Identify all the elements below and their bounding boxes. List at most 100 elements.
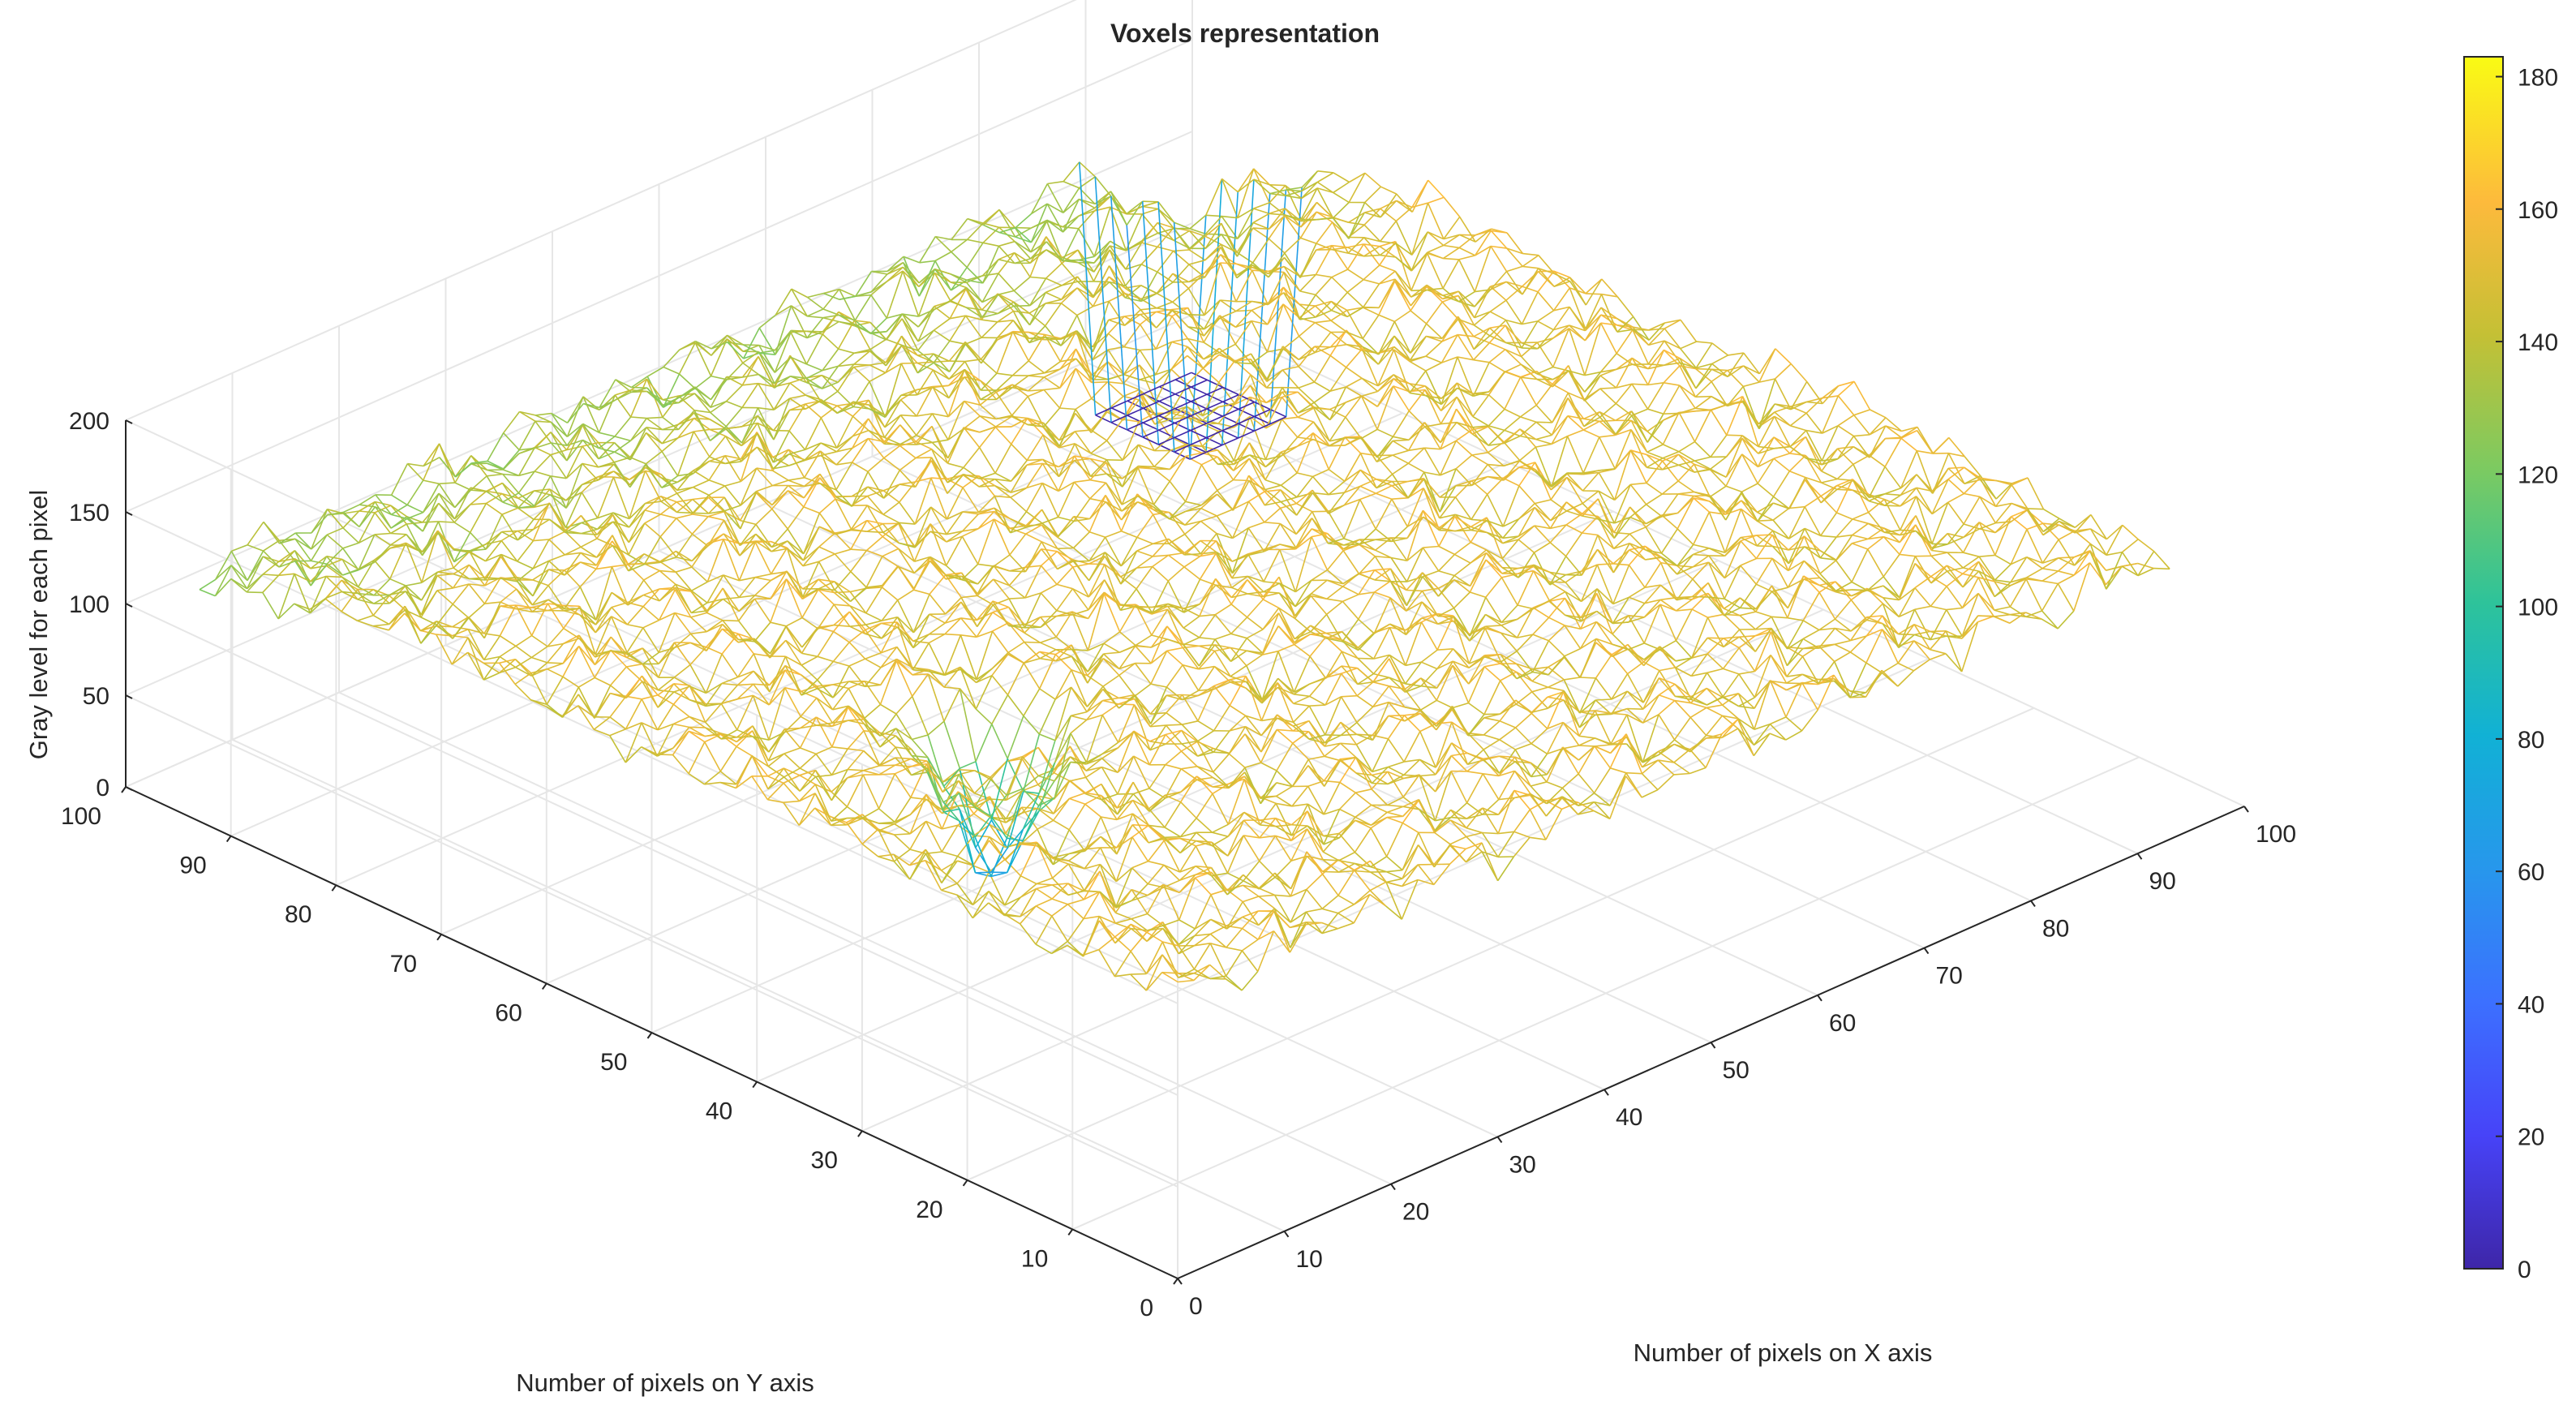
mesh-line [1567, 415, 1584, 431]
mesh-line [1834, 627, 1852, 642]
mesh-line [1456, 397, 1474, 428]
mesh-line [836, 447, 853, 453]
mesh-line [389, 585, 406, 604]
mesh-line [1641, 759, 1659, 775]
mesh-line [1946, 607, 1963, 611]
mesh-line [674, 612, 692, 634]
mesh-line [1488, 425, 1505, 432]
mesh-line [1187, 326, 1204, 337]
mesh-line [502, 473, 520, 494]
mesh-line [1803, 535, 1821, 574]
mesh-line [933, 362, 950, 372]
mesh-line [1253, 208, 1270, 215]
mesh-line [1466, 773, 1484, 804]
mesh-line [1660, 556, 1678, 575]
mesh-line [1529, 836, 1547, 840]
mesh-line [1787, 578, 1805, 608]
mesh-line [1387, 811, 1403, 818]
mesh-line [912, 613, 930, 634]
mesh-line [2089, 528, 2107, 556]
mesh-line [1580, 564, 1599, 602]
mesh-line [1029, 276, 1046, 279]
mesh-line [550, 494, 567, 501]
mesh-line [1115, 824, 1133, 849]
mesh-line [1453, 579, 1470, 593]
mesh-line [278, 550, 296, 568]
mesh-line [1901, 426, 1918, 432]
mesh-line [930, 531, 947, 543]
mesh-line [1214, 644, 1231, 649]
mesh-line [311, 509, 328, 534]
mesh-line [1265, 396, 1282, 404]
mesh-line [949, 360, 965, 363]
mesh-line [1790, 363, 1808, 383]
mesh-line [1421, 590, 1439, 617]
mesh-line [1067, 883, 1084, 900]
mesh-line [964, 400, 981, 417]
mesh-line [1260, 770, 1277, 805]
mesh-line [1930, 635, 1947, 641]
mesh-line [1531, 686, 1548, 693]
mesh-line [944, 617, 961, 624]
mesh-line [1741, 500, 1758, 522]
mesh-line [628, 522, 646, 544]
mesh-line [1178, 935, 1196, 955]
mesh-line [1054, 686, 1072, 700]
mesh-line [1106, 381, 1124, 397]
mesh-line [1210, 918, 1227, 930]
mesh-line [1580, 592, 1598, 630]
mesh-line [1947, 453, 1965, 484]
mesh-line [1269, 184, 1286, 187]
mesh-line [1258, 894, 1275, 897]
mesh-line [1690, 653, 1708, 677]
mesh-line [1142, 436, 1159, 445]
mesh-line [1754, 627, 1771, 637]
mesh-line [1900, 529, 1917, 532]
mesh-line [1337, 895, 1355, 905]
mesh-line [956, 865, 974, 884]
mesh-line [1437, 648, 1453, 651]
mesh-line [1242, 927, 1259, 940]
mesh-line [1514, 793, 1531, 799]
mesh-line [956, 894, 973, 906]
mesh-line [1531, 753, 1548, 777]
mesh-line [1293, 705, 1310, 723]
mesh-line [1551, 415, 1569, 436]
mesh-line [927, 734, 945, 787]
mesh-line [357, 620, 374, 627]
mesh-line [1599, 410, 1616, 422]
mesh-line [988, 902, 1005, 917]
mesh-line [1231, 575, 1248, 579]
mesh-line [947, 462, 964, 469]
mesh-line [1165, 724, 1183, 745]
mesh-line [784, 655, 802, 696]
mesh-line [1692, 561, 1710, 580]
mesh-line [1913, 608, 1931, 640]
mesh-line [1393, 335, 1411, 361]
mesh-line [577, 646, 595, 678]
mesh-line [1308, 755, 1325, 760]
mesh-line [1420, 621, 1438, 651]
mesh-line [1165, 750, 1183, 766]
mesh-line [1185, 455, 1202, 466]
mesh-line [1868, 493, 1885, 501]
mesh-line [800, 747, 817, 755]
mesh-line [1101, 794, 1118, 809]
mesh-line [1913, 659, 1930, 672]
mesh-line [1818, 581, 1836, 593]
mesh-line [1535, 404, 1553, 423]
mesh-line [1130, 973, 1147, 975]
mesh-line [1722, 715, 1739, 720]
mesh-line [1721, 728, 1739, 738]
mesh-line [1083, 870, 1101, 900]
mesh-line [1531, 774, 1548, 778]
mesh-line [1822, 395, 1839, 399]
mesh-line [1595, 699, 1612, 715]
mesh-line [676, 492, 693, 513]
mesh-line [1450, 754, 1468, 772]
mesh-line [644, 471, 662, 502]
mesh-line [1785, 682, 1803, 718]
mesh-line [487, 469, 504, 475]
mesh-line [1213, 685, 1230, 707]
mesh-line [1179, 874, 1196, 893]
